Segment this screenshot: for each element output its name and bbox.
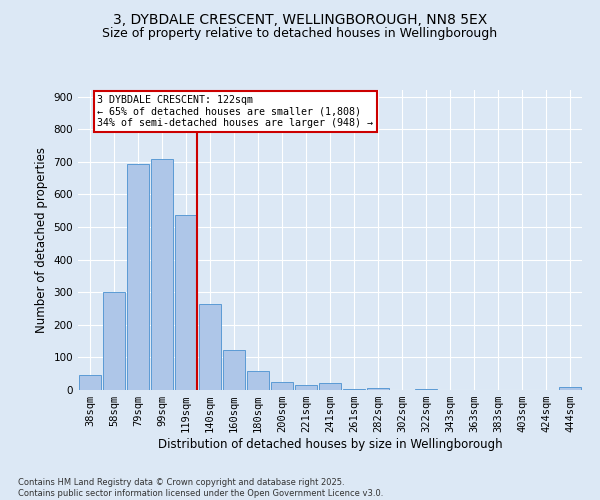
X-axis label: Distribution of detached houses by size in Wellingborough: Distribution of detached houses by size … bbox=[158, 438, 502, 451]
Text: Contains HM Land Registry data © Crown copyright and database right 2025.
Contai: Contains HM Land Registry data © Crown c… bbox=[18, 478, 383, 498]
Bar bbox=[175, 215, 197, 390]
Bar bbox=[271, 382, 293, 390]
Text: Size of property relative to detached houses in Wellingborough: Size of property relative to detached ho… bbox=[103, 28, 497, 40]
Bar bbox=[127, 164, 149, 390]
Bar bbox=[559, 388, 581, 390]
Bar bbox=[247, 372, 269, 390]
Text: 3, DYBDALE CRESCENT, WELLINGBOROUGH, NN8 5EX: 3, DYBDALE CRESCENT, WELLINGBOROUGH, NN8… bbox=[113, 12, 487, 26]
Bar bbox=[415, 388, 437, 390]
Bar bbox=[223, 350, 245, 390]
Bar bbox=[103, 292, 125, 390]
Bar bbox=[79, 376, 101, 390]
Bar bbox=[295, 385, 317, 390]
Bar bbox=[343, 389, 365, 390]
Bar bbox=[367, 388, 389, 390]
Text: 3 DYBDALE CRESCENT: 122sqm
← 65% of detached houses are smaller (1,808)
34% of s: 3 DYBDALE CRESCENT: 122sqm ← 65% of deta… bbox=[97, 95, 373, 128]
Y-axis label: Number of detached properties: Number of detached properties bbox=[35, 147, 48, 333]
Bar bbox=[319, 384, 341, 390]
Bar bbox=[151, 160, 173, 390]
Bar bbox=[199, 304, 221, 390]
